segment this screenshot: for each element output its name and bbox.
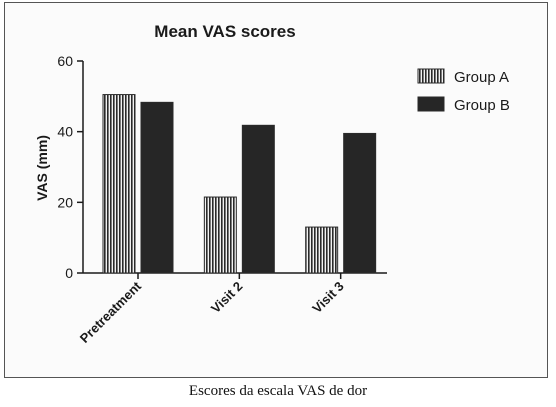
x-tick-label: Visit 3: [309, 279, 347, 317]
legend-label: Group B: [454, 97, 510, 114]
y-tick-label: 0: [65, 265, 73, 281]
x-tick-label: Pretreatment: [77, 278, 145, 346]
y-tick-label: 40: [57, 124, 73, 140]
chart-title: Mean VAS scores: [154, 22, 295, 41]
legend-swatch: [417, 68, 445, 84]
bar-group-b-visit-2: [241, 124, 275, 274]
bar-group-b-visit-3: [343, 132, 377, 274]
x-tick-label: Visit 2: [208, 279, 246, 317]
chart-frame: Mean VAS scores 0 20 40 60 Pretreatment Visit…: [4, 2, 548, 378]
bar-group-a-visit-2: [203, 196, 237, 274]
y-tick-label: 60: [57, 53, 73, 69]
legend: Group A Group B: [417, 68, 510, 114]
bar-group-a-visit-3: [305, 226, 339, 274]
legend-label: Group A: [454, 69, 509, 86]
plot-area: 0 20 40 60 Pretreatment Visit 2 Visit 3: [57, 53, 387, 346]
figure-caption: Escores da escala VAS de dor: [188, 383, 368, 399]
bar-group-a-pretreatment: [102, 94, 136, 274]
y-tick-label: 20: [57, 194, 73, 210]
bar-group-b-pretreatment: [140, 101, 174, 274]
bar-chart: Mean VAS scores 0 20 40 60 Pretreatment Visit…: [34, 22, 510, 346]
legend-swatch: [417, 96, 445, 112]
y-axis-label: VAS (mm): [34, 135, 50, 201]
